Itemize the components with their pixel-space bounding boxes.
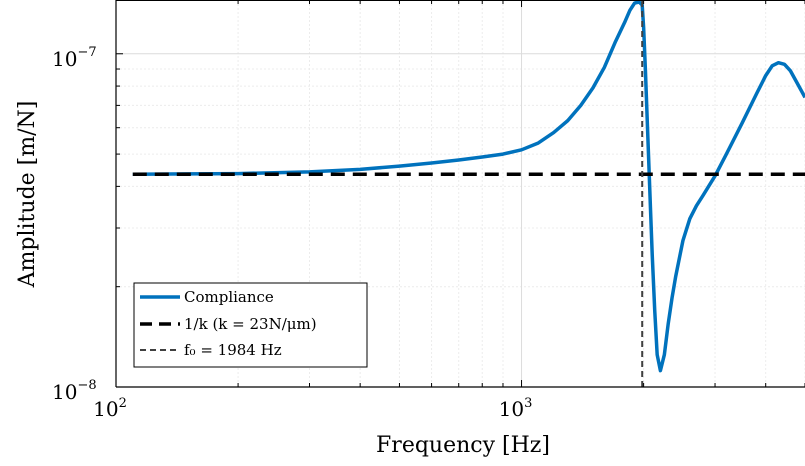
axes-frame — [115, 0, 805, 388]
legend-label-compliance: Compliance — [184, 288, 274, 306]
y-tick-label: 10−7 — [52, 45, 97, 71]
y-axis-label: Amplitude [m/N] — [15, 101, 40, 289]
series-layer — [132, 0, 805, 387]
compliance-line — [132, 0, 805, 373]
legend-label-stiffness: 1/k (k = 23N/μm) — [184, 315, 317, 333]
x-tick-labels: 102 103 — [93, 396, 532, 421]
x-tick-label: 102 — [93, 396, 127, 421]
legend-label-resonance: f₀ = 1984 Hz — [184, 341, 282, 359]
y-tick-label: 10−8 — [52, 378, 97, 404]
x-axis-label: Frequency [Hz] — [376, 433, 550, 458]
y-tick-labels: 10−8 10−7 — [52, 45, 97, 404]
minor-grid — [116, 0, 805, 387]
legend: Compliance 1/k (k = 23N/μm) f₀ = 1984 Hz — [133, 282, 368, 368]
x-tick-label: 103 — [499, 396, 533, 421]
